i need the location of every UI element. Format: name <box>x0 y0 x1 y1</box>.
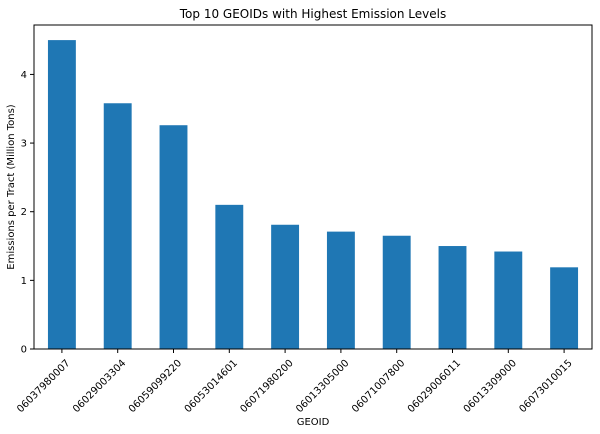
y-tick-label: 3 <box>21 139 27 150</box>
y-axis-ticks: 0 1 2 3 4 <box>21 70 34 356</box>
bar-06053014601 <box>215 204 244 349</box>
bars-group <box>47 40 579 350</box>
x-tick-label: 06029003304 <box>71 358 128 415</box>
bar-06013305000 <box>326 231 355 349</box>
x-tick-label: 06071007800 <box>350 358 407 415</box>
bar-06071980200 <box>271 224 300 349</box>
plot-frame <box>33 24 593 350</box>
x-axis-label: GEOID <box>297 417 330 428</box>
bar-06073010015 <box>550 267 579 349</box>
axes-group <box>33 24 593 350</box>
bar-06029003304 <box>103 103 132 349</box>
x-tick-label: 06013309000 <box>462 358 519 415</box>
x-tick-label: 06071980200 <box>238 358 295 415</box>
y-tick-label: 4 <box>21 70 27 81</box>
y-tick-label: 1 <box>21 276 27 287</box>
chart-title: Top 10 GEOIDs with Highest Emission Leve… <box>179 7 446 21</box>
x-tick-label: 06029006011 <box>406 358 463 415</box>
y-tick-label: 2 <box>21 207 27 218</box>
x-tick-label: 06053014601 <box>183 358 240 415</box>
bar-06059099220 <box>159 125 188 349</box>
bar-06071007800 <box>382 235 411 349</box>
bar-06037980007 <box>47 40 76 350</box>
y-tick-label: 0 <box>21 345 27 356</box>
x-tick-label: 06059099220 <box>127 358 184 415</box>
x-axis-ticks: 0603798000706029003304060590992200605301… <box>15 349 575 415</box>
bar-06013309000 <box>494 251 523 349</box>
x-tick-label: 06073010015 <box>517 358 574 415</box>
y-axis-label: Emissions per Tract (Million Tons) <box>6 104 17 269</box>
x-tick-label: 06013305000 <box>294 358 351 415</box>
x-tick-label: 06037980007 <box>15 358 72 415</box>
bar-06029006011 <box>438 246 467 349</box>
